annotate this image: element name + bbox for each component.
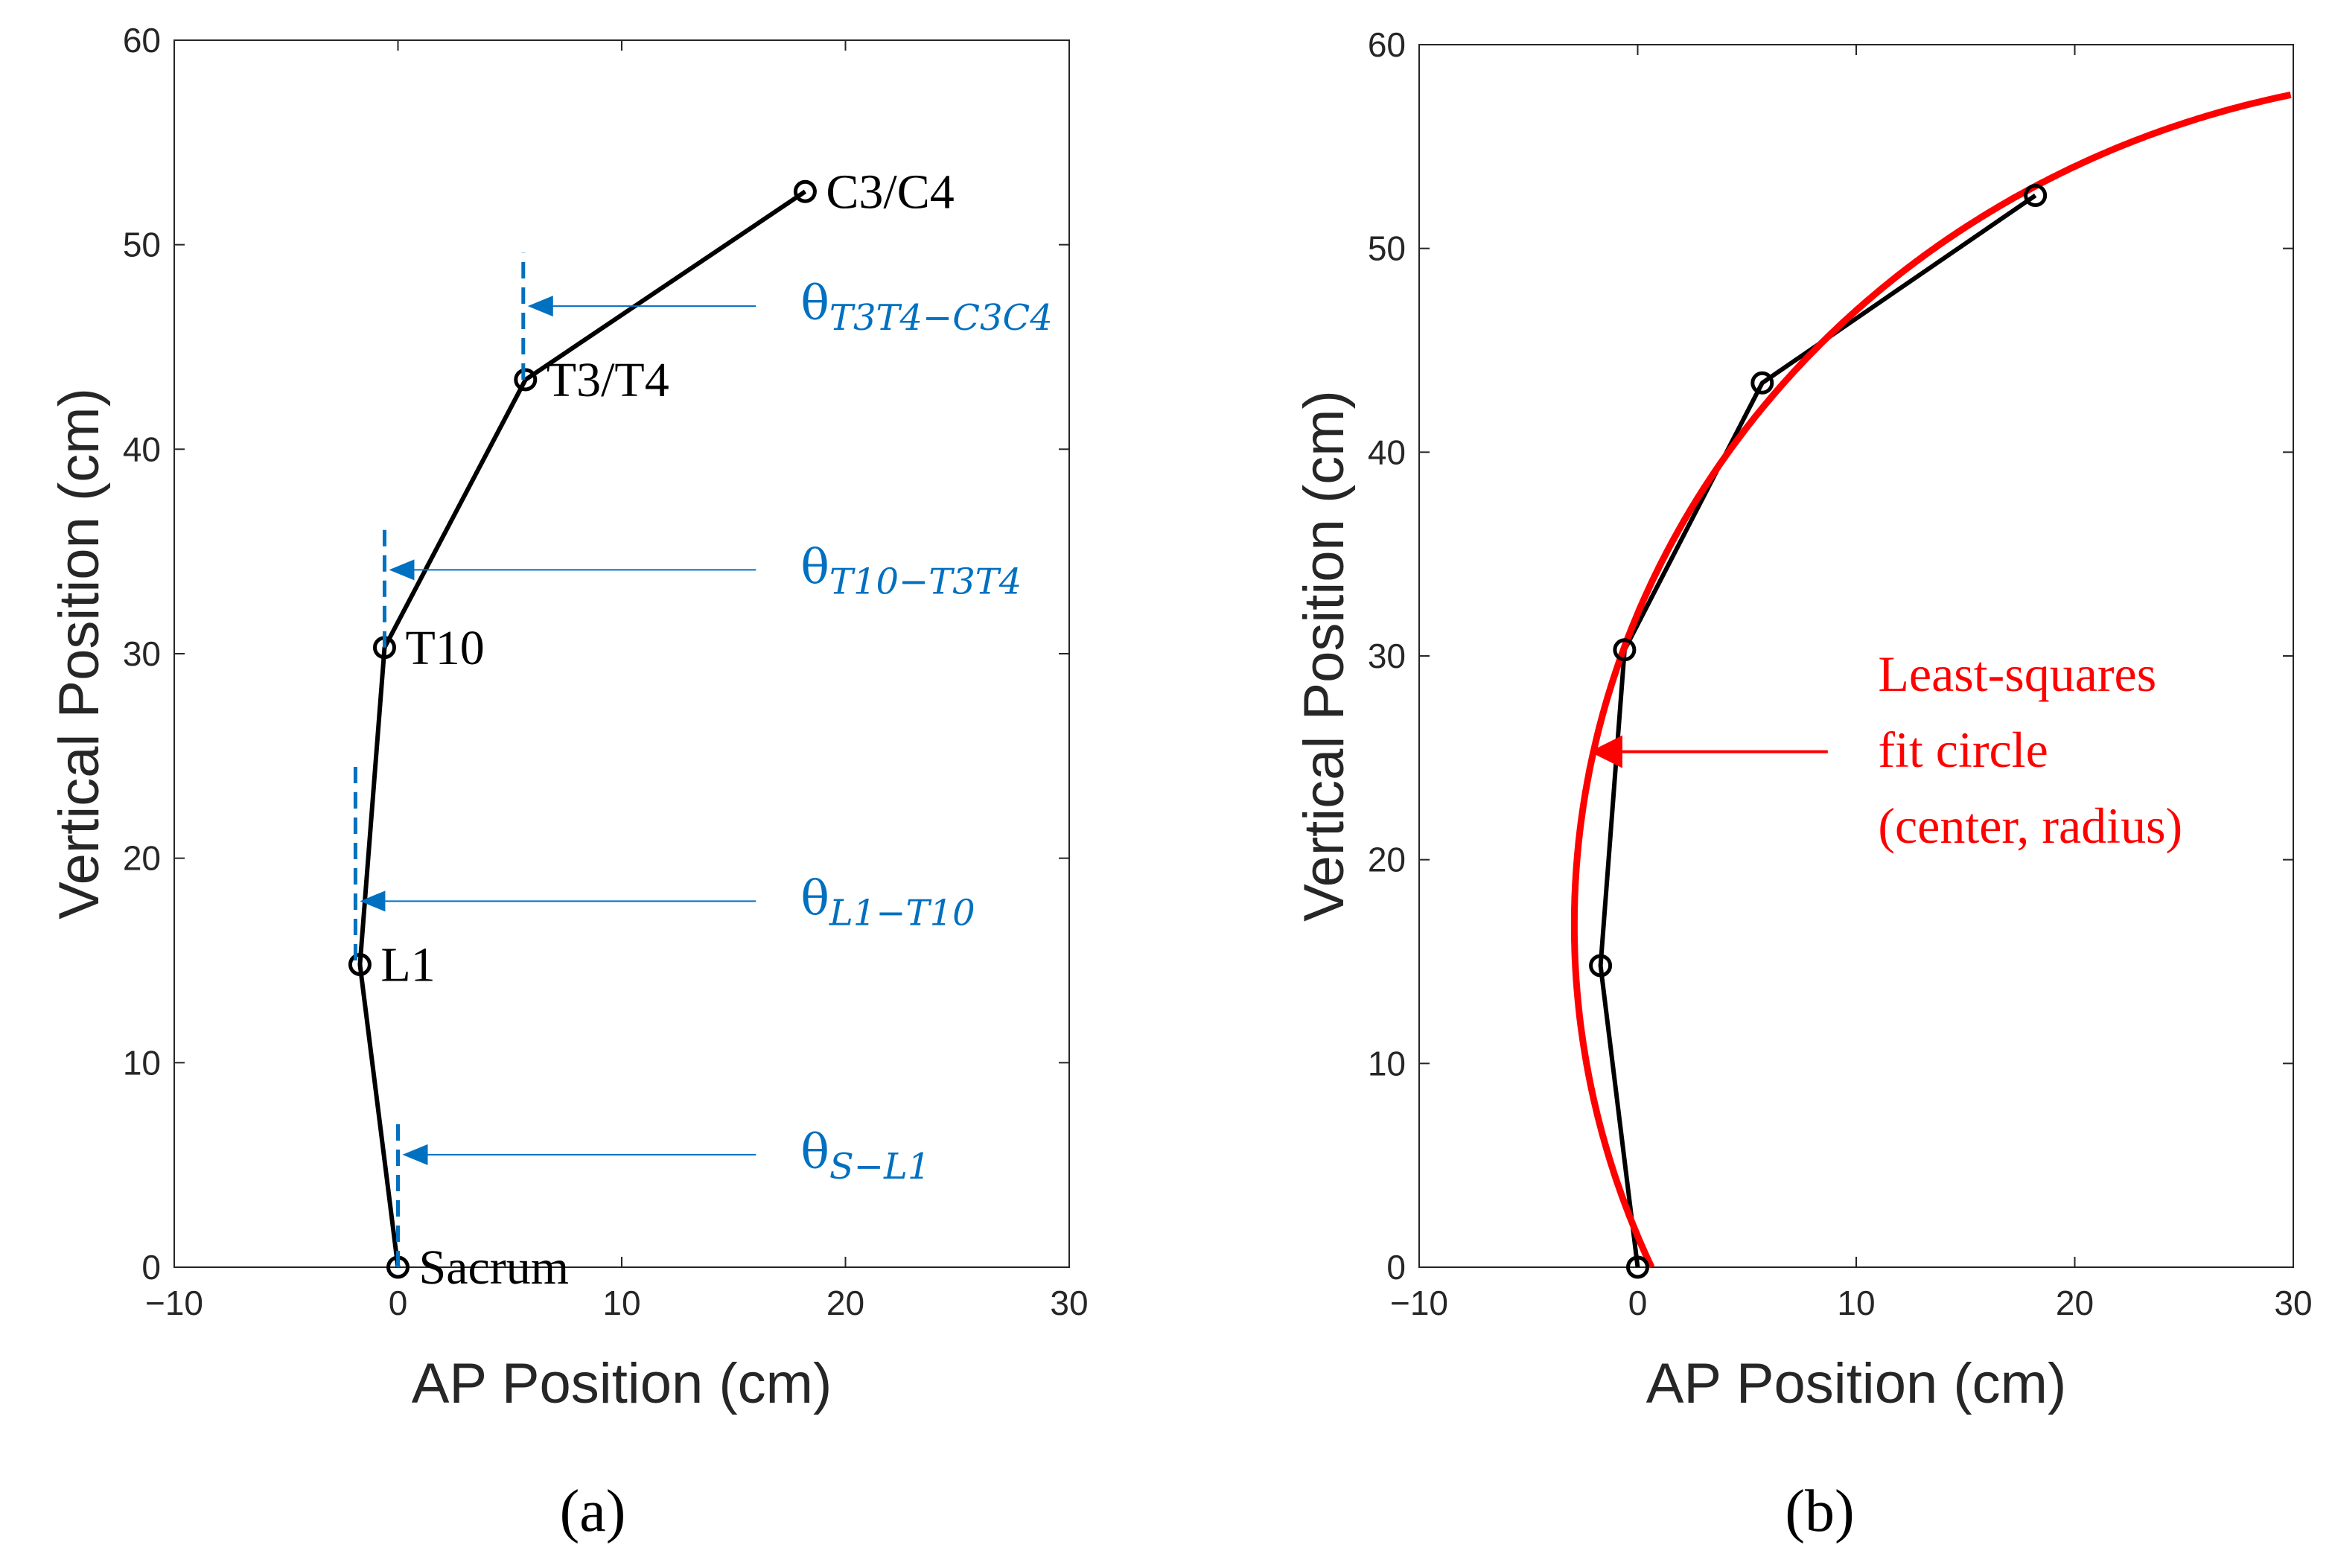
y-axis-title: Vertical Position (cm)	[1293, 390, 1356, 922]
vertebra-marker	[1626, 1255, 1649, 1279]
theta-symbol: θ	[800, 276, 829, 331]
y-tick-label: 40	[123, 430, 161, 468]
fit-circle-arc	[1570, 92, 2292, 1269]
theta-symbol: θ	[800, 871, 829, 926]
y-tick-label: 10	[1368, 1044, 1406, 1083]
vertebra-marker	[1750, 371, 1774, 395]
angle-label: θL1−T10	[800, 871, 975, 934]
vertebra-marker	[2024, 184, 2048, 208]
angle-subscript: S−L1	[829, 1146, 931, 1188]
fit-arrow-head	[1589, 735, 1622, 768]
vertebra-label: C3/C4	[826, 165, 954, 219]
x-tick-label: 20	[2056, 1284, 2094, 1322]
x-tick-label: 0	[389, 1284, 408, 1322]
vertebra-label: T10	[405, 621, 484, 675]
x-tick-label: −10	[145, 1284, 203, 1322]
angle-label: θT3T4−C3C4	[800, 276, 1052, 339]
y-axis-title: Vertical Position (cm)	[48, 388, 111, 920]
vertebra-marker	[1613, 638, 1637, 662]
angle-label: θS−L1	[800, 1125, 930, 1188]
vertebra-marker	[514, 368, 538, 392]
angle-arrow-head	[389, 559, 415, 581]
y-tick-label: 0	[141, 1248, 161, 1287]
axes-box	[173, 39, 1070, 1268]
x-tick-label: 20	[826, 1284, 864, 1322]
angle-subscript: T10−T3T4	[829, 561, 1022, 602]
y-tick-label: 10	[123, 1043, 161, 1082]
y-tick-label: 60	[123, 21, 161, 60]
y-tick-label: 30	[123, 634, 161, 673]
y-tick-label: 30	[1368, 637, 1406, 675]
x-tick-label: 30	[1050, 1284, 1088, 1322]
angle-arrow-head	[360, 890, 386, 912]
vertebra-marker	[348, 952, 372, 976]
theta-symbol: θ	[800, 1125, 829, 1180]
y-tick-label: 50	[1368, 229, 1406, 268]
vertebra-label: T3/T4	[547, 353, 669, 407]
x-axis-title: AP Position (cm)	[412, 1352, 832, 1415]
x-axis-title: AP Position (cm)	[1646, 1352, 2067, 1415]
x-tick-label: 10	[602, 1284, 640, 1322]
vertebra-label: Sacrum	[419, 1240, 570, 1295]
panel-label: (b)	[1785, 1479, 1854, 1544]
vertebra-label: L1	[380, 937, 435, 992]
fit-circle-label-line: fit circle	[1878, 721, 2048, 778]
vertebra-marker	[793, 179, 817, 203]
angle-subscript: L1−T10	[829, 892, 975, 934]
fit-circle-label-line: (center, radius)	[1878, 797, 2182, 854]
x-tick-label: 30	[2274, 1284, 2312, 1322]
angle-arrow-head	[527, 296, 553, 317]
angle-subscript: T3T4−C3C4	[829, 297, 1053, 339]
y-tick-label: 60	[1368, 25, 1406, 64]
x-tick-label: 0	[1628, 1284, 1648, 1322]
y-tick-label: 20	[1368, 841, 1406, 879]
fit-circle-label-line: Least-squares	[1878, 646, 2156, 702]
theta-symbol: θ	[800, 540, 829, 595]
angle-arrow-head	[402, 1144, 428, 1165]
vertebra-marker	[1589, 954, 1613, 978]
axes-box	[1418, 44, 2294, 1268]
y-tick-label: 50	[123, 226, 161, 264]
panel-label: (a)	[560, 1479, 626, 1544]
y-tick-label: 0	[1386, 1248, 1406, 1287]
angle-label: θT10−T3T4	[800, 540, 1022, 602]
x-tick-label: 10	[1837, 1284, 1875, 1322]
x-tick-label: −10	[1390, 1284, 1448, 1322]
y-tick-label: 20	[123, 839, 161, 878]
y-tick-label: 40	[1368, 433, 1406, 471]
